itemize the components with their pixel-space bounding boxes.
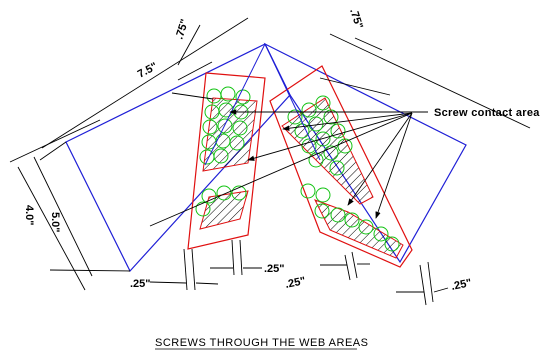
dim-top-length: 7.5" (136, 60, 160, 80)
dim-gap-bottom-3: .25" (284, 275, 307, 291)
left-web-outline (187, 72, 266, 250)
dim-left-height-outer: 5.0" (49, 212, 61, 233)
diagram-title: SCREWS THROUGH THE WEB AREAS (155, 337, 368, 349)
dim-top-offset-right: .75" (347, 7, 365, 30)
callout-leaders (229, 109, 428, 219)
dimension-lines (9, 17, 531, 306)
internal-lines (204, 43, 321, 166)
contact-area-left-upper (202, 97, 258, 172)
screw-circles (195, 86, 400, 252)
callout-label: Screw contact area (434, 107, 540, 119)
dim-left-height-inner: 4.0" (23, 205, 35, 226)
right-web-outline (269, 65, 413, 268)
contact-area-left-lower (199, 190, 249, 230)
dim-gap-bottom-4: .25" (450, 277, 473, 293)
dim-gap-bottom-1: .25" (130, 278, 151, 290)
dim-gap-bottom-2: .25" (264, 263, 285, 275)
dim-top-offset-left: .75" (173, 18, 191, 41)
